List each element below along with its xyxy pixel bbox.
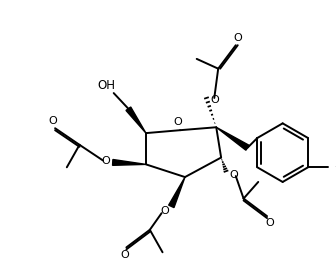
Text: O: O bbox=[101, 156, 110, 166]
Text: O: O bbox=[229, 170, 238, 180]
Text: O: O bbox=[174, 117, 182, 128]
Text: OH: OH bbox=[97, 79, 115, 92]
Text: O: O bbox=[160, 206, 169, 216]
Text: O: O bbox=[49, 116, 57, 126]
Text: O: O bbox=[234, 33, 242, 43]
Text: ·: · bbox=[334, 163, 336, 172]
Polygon shape bbox=[126, 107, 146, 133]
Text: O: O bbox=[265, 218, 274, 228]
Polygon shape bbox=[169, 177, 185, 208]
Polygon shape bbox=[216, 127, 249, 150]
Text: O: O bbox=[210, 95, 219, 105]
Text: O: O bbox=[120, 250, 129, 260]
Polygon shape bbox=[113, 160, 146, 165]
